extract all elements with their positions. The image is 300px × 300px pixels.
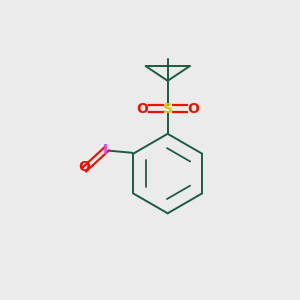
Text: O: O [137, 102, 148, 116]
Text: I: I [103, 143, 108, 157]
Text: S: S [163, 102, 173, 116]
Text: O: O [187, 102, 199, 116]
Text: O: O [78, 160, 90, 174]
